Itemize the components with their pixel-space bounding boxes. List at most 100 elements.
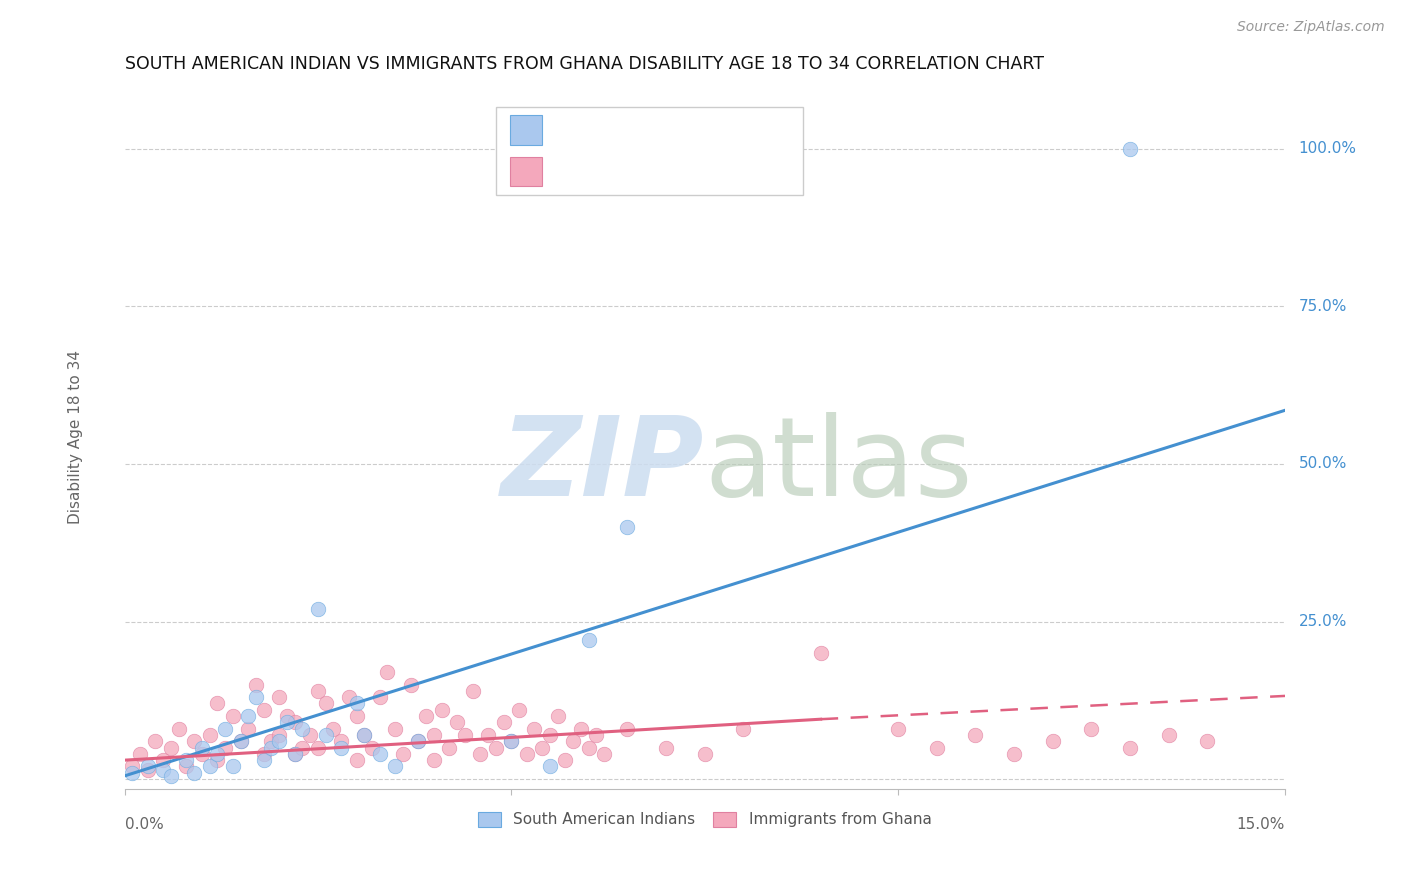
Point	[322, 722, 344, 736]
Text: R =: R =	[551, 156, 589, 174]
Text: R =: R =	[551, 112, 589, 130]
Point	[253, 703, 276, 717]
Point	[183, 734, 205, 748]
Point	[655, 740, 678, 755]
Point	[578, 633, 600, 648]
Point	[485, 740, 508, 755]
Point	[238, 722, 260, 736]
Point	[191, 740, 214, 755]
Point	[191, 747, 214, 761]
Point	[346, 709, 368, 723]
Point	[269, 690, 291, 705]
Point	[1157, 728, 1180, 742]
Point	[222, 709, 245, 723]
Point	[616, 722, 638, 736]
Point	[214, 722, 236, 736]
Point	[446, 715, 468, 730]
Point	[1119, 142, 1142, 156]
Point	[408, 734, 430, 748]
Point	[501, 734, 523, 748]
Text: 25.0%: 25.0%	[1299, 614, 1347, 629]
Point	[330, 740, 353, 755]
Point	[554, 753, 576, 767]
Point	[508, 703, 530, 717]
Point	[353, 728, 375, 742]
Point	[562, 734, 585, 748]
Point	[291, 722, 314, 736]
Text: 15.0%: 15.0%	[1236, 817, 1285, 831]
Point	[129, 747, 152, 761]
Point	[315, 697, 337, 711]
Point	[284, 715, 307, 730]
Point	[315, 728, 337, 742]
Point	[501, 734, 523, 748]
Point	[291, 740, 314, 755]
Point	[253, 747, 276, 761]
Point	[152, 763, 174, 777]
Bar	[510, 115, 543, 145]
Text: Disability Age 18 to 34: Disability Age 18 to 34	[69, 351, 83, 524]
Text: atlas: atlas	[704, 412, 973, 519]
Point	[454, 728, 477, 742]
Text: 33: 33	[723, 112, 747, 130]
Point	[1119, 740, 1142, 755]
Point	[214, 740, 236, 755]
Point	[1080, 722, 1102, 736]
Point	[307, 683, 329, 698]
Point	[307, 740, 329, 755]
Text: N =: N =	[662, 112, 711, 130]
Point	[269, 728, 291, 742]
Text: 91: 91	[723, 156, 748, 174]
Point	[121, 765, 143, 780]
Point	[377, 665, 399, 679]
Point	[492, 715, 515, 730]
Point	[361, 740, 384, 755]
Point	[415, 709, 437, 723]
Point	[222, 759, 245, 773]
Point	[810, 646, 832, 660]
Point	[260, 740, 283, 755]
Text: 0.210: 0.210	[596, 156, 657, 174]
Point	[183, 765, 205, 780]
Point	[330, 734, 353, 748]
Point	[887, 722, 910, 736]
Point	[1197, 734, 1219, 748]
Point	[121, 759, 143, 773]
Point	[284, 747, 307, 761]
Point	[470, 747, 492, 761]
Point	[198, 759, 221, 773]
Point	[160, 740, 183, 755]
Point	[593, 747, 616, 761]
Point	[430, 703, 453, 717]
Point	[207, 747, 229, 761]
Point	[423, 728, 446, 742]
Point	[616, 520, 638, 534]
Point	[477, 728, 499, 742]
Point	[392, 747, 415, 761]
Point	[925, 740, 948, 755]
Point	[423, 753, 446, 767]
Point	[176, 759, 198, 773]
Point	[408, 734, 430, 748]
Point	[229, 734, 252, 748]
Point	[439, 740, 461, 755]
Point	[384, 722, 406, 736]
Point	[538, 759, 561, 773]
Point	[353, 728, 375, 742]
Point	[368, 747, 391, 761]
Text: 75.0%: 75.0%	[1299, 299, 1347, 314]
Point	[276, 709, 298, 723]
Point	[260, 734, 283, 748]
Legend: South American Indians, Immigrants from Ghana: South American Indians, Immigrants from …	[472, 805, 938, 834]
Point	[399, 677, 422, 691]
Point	[1042, 734, 1064, 748]
Point	[384, 759, 406, 773]
Point	[461, 683, 484, 698]
Point	[965, 728, 987, 742]
Point	[276, 715, 298, 730]
Point	[229, 734, 252, 748]
Text: 0.660: 0.660	[596, 112, 651, 130]
Point	[284, 747, 307, 761]
Text: 50.0%: 50.0%	[1299, 457, 1347, 472]
Point	[253, 753, 276, 767]
